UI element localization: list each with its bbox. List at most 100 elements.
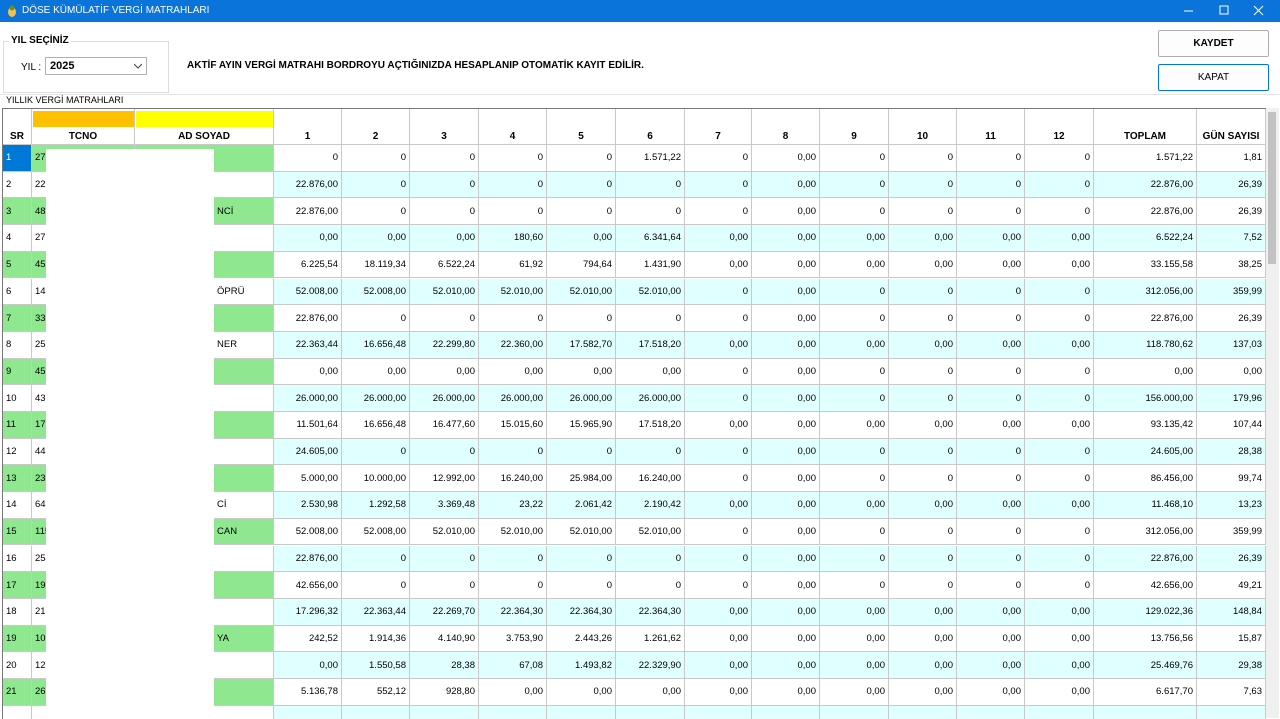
close-button[interactable]: KAPAT xyxy=(1158,64,1269,91)
scroll-thumb[interactable] xyxy=(1268,112,1276,264)
column-header: SR xyxy=(3,109,32,145)
month-cell: 0,00 xyxy=(889,625,957,653)
month-cell: 0,00 xyxy=(752,652,820,679)
month-cell: 0 xyxy=(820,278,889,306)
month-cell: 2.190,42 xyxy=(616,492,685,519)
column-header: 11 xyxy=(957,109,1025,145)
month-cell: 0 xyxy=(820,545,889,573)
month-cell: 18.119,34 xyxy=(342,251,410,279)
month-cell: 0 xyxy=(479,305,547,332)
month-cell: 0,00 xyxy=(685,412,752,439)
month-cell: 22.364,30 xyxy=(479,598,547,626)
month-cell: 0,00 xyxy=(752,518,820,546)
month-cell: 0 xyxy=(1025,358,1094,386)
month-cell: 0,00 xyxy=(274,652,342,679)
month-cell: 0,00 xyxy=(889,679,957,706)
window-title: DÖSE KÜMÜLATİF VERGİ MATRAHLARI xyxy=(22,5,210,16)
grid-row xyxy=(685,705,752,719)
month-cell: 52.010,00 xyxy=(616,518,685,546)
month-cell: 0 xyxy=(547,198,616,226)
total-cell: 312.056,00 xyxy=(1094,278,1197,306)
month-cell: 26.000,00 xyxy=(616,385,685,412)
total-cell: 11.468,10 xyxy=(1094,492,1197,519)
month-cell: 0,00 xyxy=(752,598,820,626)
row-number: 14 xyxy=(3,492,32,519)
year-value: 2025 xyxy=(50,60,75,72)
year-combo[interactable]: 2025 xyxy=(45,57,147,75)
month-cell: 2.530,98 xyxy=(274,492,342,519)
month-cell: 0 xyxy=(957,198,1025,226)
grid-row xyxy=(479,705,547,719)
month-cell: 0,00 xyxy=(685,492,752,519)
month-cell: 0 xyxy=(479,438,547,466)
month-cell: 0,00 xyxy=(685,598,752,626)
month-cell: 22.876,00 xyxy=(274,305,342,332)
total-cell: 156.000,00 xyxy=(1094,385,1197,412)
header-highlight xyxy=(136,111,273,127)
month-cell: 0 xyxy=(1025,545,1094,573)
row-number: 20 xyxy=(3,652,32,679)
total-cell: 22.876,00 xyxy=(1094,305,1197,332)
month-cell: 0 xyxy=(685,572,752,599)
month-cell: 0 xyxy=(889,358,957,386)
month-cell: 42.656,00 xyxy=(274,572,342,599)
group-title: YIL SEÇİNİZ xyxy=(9,35,71,46)
row-number: 10 xyxy=(3,385,32,412)
month-cell: 0,00 xyxy=(820,251,889,279)
month-cell: 0,00 xyxy=(752,385,820,412)
privacy-mask xyxy=(46,149,214,719)
month-cell: 0 xyxy=(547,305,616,332)
grid-row xyxy=(342,705,410,719)
month-cell: 0 xyxy=(957,385,1025,412)
days-cell: 26,39 xyxy=(1197,198,1266,226)
month-cell: 2.443,26 xyxy=(547,625,616,653)
grid-row xyxy=(3,705,32,719)
total-cell: 118.780,62 xyxy=(1094,331,1197,359)
month-cell: 0 xyxy=(820,438,889,466)
month-cell: 0,00 xyxy=(820,625,889,653)
column-header: 4 xyxy=(479,109,547,145)
month-cell: 0 xyxy=(820,518,889,546)
month-cell: 25.984,00 xyxy=(547,465,616,493)
days-cell: 99,74 xyxy=(1197,465,1266,493)
month-cell: 0,00 xyxy=(752,358,820,386)
month-cell: 0 xyxy=(820,572,889,599)
month-cell: 0,00 xyxy=(752,145,820,172)
days-cell: 7,52 xyxy=(1197,225,1266,252)
month-cell: 52.010,00 xyxy=(410,278,479,306)
column-header: 2 xyxy=(342,109,410,145)
month-cell: 0,00 xyxy=(685,225,752,252)
days-cell: 15,87 xyxy=(1197,625,1266,653)
data-grid: SR TCNO AD SOYAD 1 2 3 4 5 6 7 8 9 10 11 12 TOPLAM GÜN S… xyxy=(2,108,1266,719)
column-header: 9 xyxy=(820,109,889,145)
month-cell: 0 xyxy=(342,145,410,172)
grid-row xyxy=(274,705,342,719)
total-cell: 13.756,56 xyxy=(1094,625,1197,653)
month-cell: 0,00 xyxy=(685,625,752,653)
month-cell: 52.010,00 xyxy=(547,278,616,306)
month-cell: 0,00 xyxy=(274,225,342,252)
month-cell: 0 xyxy=(685,145,752,172)
month-cell: 0 xyxy=(685,438,752,466)
separator xyxy=(0,94,1280,95)
month-cell: 0 xyxy=(479,171,547,199)
grid-row xyxy=(957,705,1025,719)
row-number: 13 xyxy=(3,465,32,493)
save-button[interactable]: KAYDET xyxy=(1158,30,1269,57)
month-cell: 0 xyxy=(547,171,616,199)
month-cell: 26.000,00 xyxy=(342,385,410,412)
row-number: 3 xyxy=(3,198,32,226)
month-cell: 1.292,58 xyxy=(342,492,410,519)
month-cell: 17.518,20 xyxy=(616,412,685,439)
month-cell: 0,00 xyxy=(752,305,820,332)
window-controls[interactable] xyxy=(1170,0,1280,22)
month-cell: 0,00 xyxy=(820,679,889,706)
month-cell: 0 xyxy=(1025,518,1094,546)
month-cell: 552,12 xyxy=(342,679,410,706)
month-cell: 0,00 xyxy=(889,652,957,679)
month-cell: 0,00 xyxy=(889,225,957,252)
month-cell: 0,00 xyxy=(1025,225,1094,252)
month-cell: 0 xyxy=(1025,198,1094,226)
month-cell: 0,00 xyxy=(685,331,752,359)
